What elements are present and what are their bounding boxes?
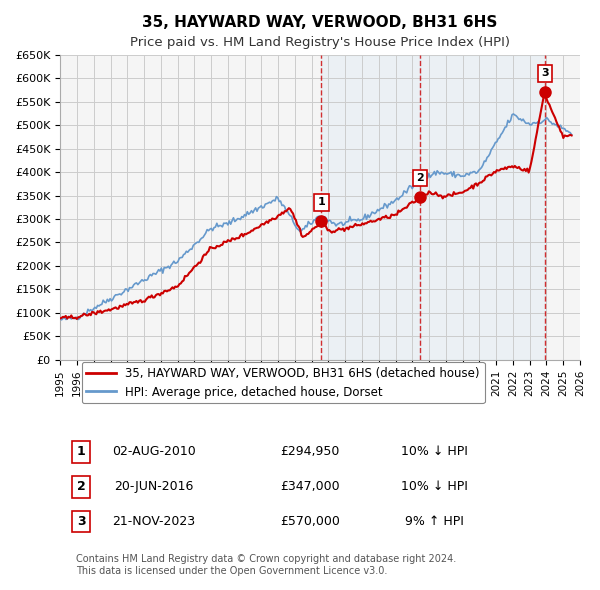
- Text: £347,000: £347,000: [280, 480, 340, 493]
- Text: 3: 3: [77, 515, 85, 528]
- Text: 20-JUN-2016: 20-JUN-2016: [114, 480, 193, 493]
- Text: Price paid vs. HM Land Registry's House Price Index (HPI): Price paid vs. HM Land Registry's House …: [130, 35, 510, 49]
- Text: 10% ↓ HPI: 10% ↓ HPI: [401, 480, 468, 493]
- Bar: [322, 55, 420, 360]
- Text: 2: 2: [416, 173, 424, 183]
- Text: 1: 1: [317, 197, 325, 207]
- Bar: [420, 55, 545, 360]
- Text: £294,950: £294,950: [280, 445, 340, 458]
- Text: 10% ↓ HPI: 10% ↓ HPI: [401, 445, 468, 458]
- Title: 35, HAYWARD WAY, VERWOOD, BH31 6HS: 35, HAYWARD WAY, VERWOOD, BH31 6HS: [142, 15, 498, 30]
- Text: 02-AUG-2010: 02-AUG-2010: [112, 445, 196, 458]
- Text: Contains HM Land Registry data © Crown copyright and database right 2024.
This d: Contains HM Land Registry data © Crown c…: [76, 554, 456, 576]
- Text: 1: 1: [77, 445, 85, 458]
- Text: 3: 3: [541, 68, 548, 78]
- Text: 21-NOV-2023: 21-NOV-2023: [112, 515, 196, 528]
- Text: 2: 2: [77, 480, 85, 493]
- Legend: 35, HAYWARD WAY, VERWOOD, BH31 6HS (detached house), HPI: Average price, detache: 35, HAYWARD WAY, VERWOOD, BH31 6HS (deta…: [82, 362, 485, 404]
- Text: £570,000: £570,000: [280, 515, 340, 528]
- Text: 9% ↑ HPI: 9% ↑ HPI: [405, 515, 464, 528]
